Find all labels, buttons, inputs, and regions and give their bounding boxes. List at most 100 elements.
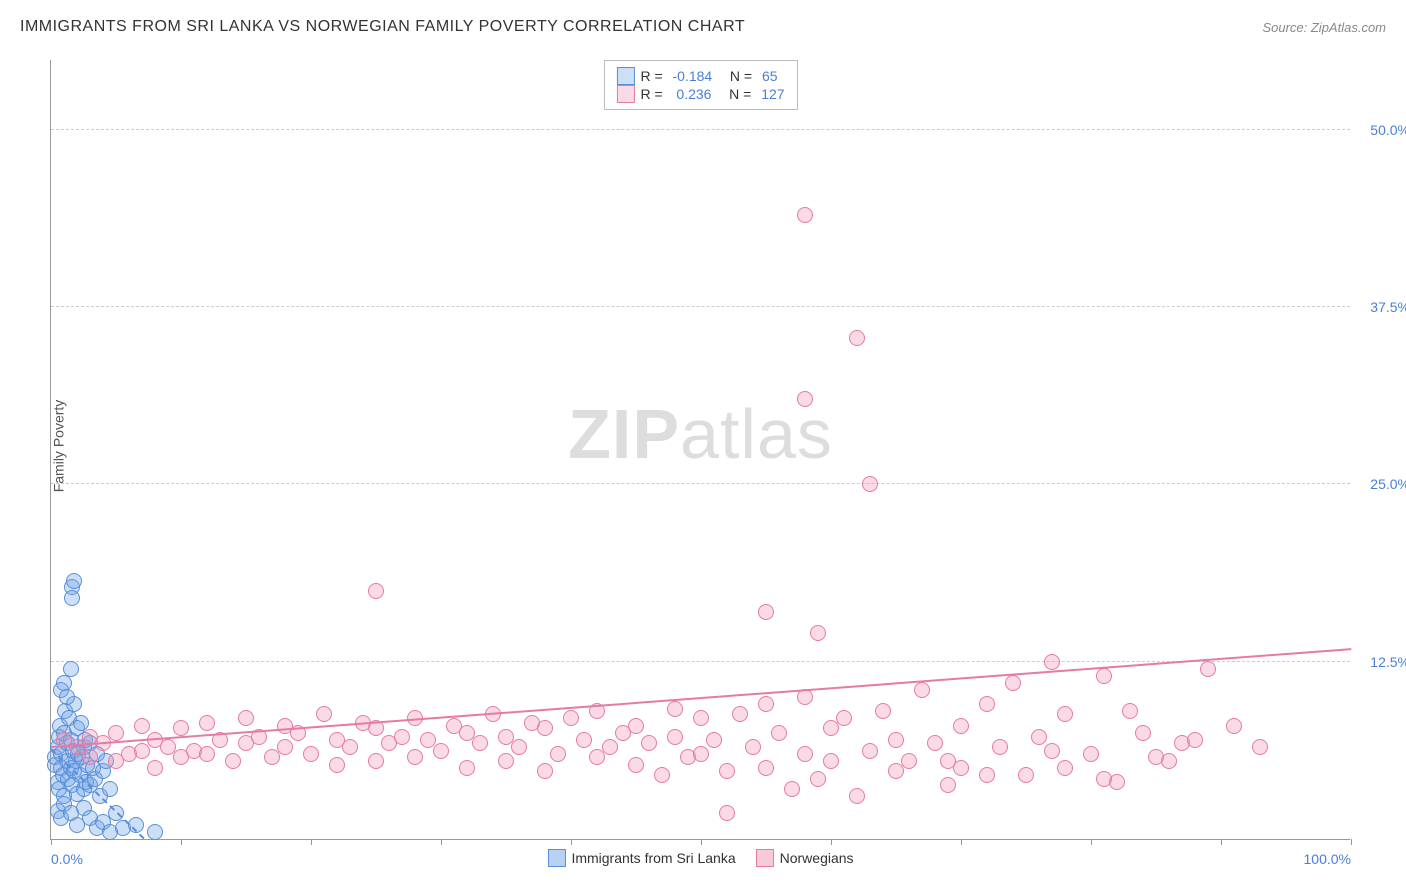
watermark: ZIPatlas <box>568 394 833 474</box>
x-tick <box>311 839 312 845</box>
x-tick <box>1221 839 1222 845</box>
x-tick <box>571 839 572 845</box>
data-point-norwegians <box>147 760 163 776</box>
gridline <box>51 661 1350 662</box>
data-point-norwegians <box>1096 771 1112 787</box>
x-tick-label: 100.0% <box>1304 851 1351 867</box>
data-point-norwegians <box>797 746 813 762</box>
data-point-norwegians <box>394 729 410 745</box>
data-point-norwegians <box>667 729 683 745</box>
data-point-norwegians <box>108 725 124 741</box>
data-point-norwegians <box>888 732 904 748</box>
data-point-norwegians <box>797 391 813 407</box>
data-point-norwegians <box>823 753 839 769</box>
data-point-norwegians <box>810 625 826 641</box>
data-point-norwegians <box>940 777 956 793</box>
data-point-norwegians <box>602 739 618 755</box>
gridline <box>51 129 1350 130</box>
data-point-norwegians <box>953 718 969 734</box>
data-point-norwegians <box>628 718 644 734</box>
data-point-norwegians <box>1018 767 1034 783</box>
legend-item-sri-lanka: Immigrants from Sri Lanka <box>547 849 735 867</box>
data-point-sri_lanka <box>63 661 79 677</box>
data-point-norwegians <box>82 749 98 765</box>
data-point-norwegians <box>537 720 553 736</box>
data-point-norwegians <box>459 760 475 776</box>
data-point-norwegians <box>1148 749 1164 765</box>
data-point-norwegians <box>914 682 930 698</box>
data-point-norwegians <box>1135 725 1151 741</box>
x-tick <box>51 839 52 845</box>
data-point-sri_lanka <box>66 573 82 589</box>
data-point-norwegians <box>797 207 813 223</box>
data-point-norwegians <box>1226 718 1242 734</box>
y-tick-label: 37.5% <box>1355 299 1406 315</box>
legend-row-norwegians: R = 0.236 N = 127 <box>616 85 784 103</box>
swatch-norwegians <box>616 85 634 103</box>
data-point-norwegians <box>719 805 735 821</box>
data-point-norwegians <box>368 583 384 599</box>
swatch-sri-lanka-icon <box>547 849 565 867</box>
data-point-norwegians <box>134 743 150 759</box>
trend-line-norwegians <box>51 648 1351 748</box>
data-point-norwegians <box>654 767 670 783</box>
data-point-norwegians <box>927 735 943 751</box>
data-point-norwegians <box>1122 703 1138 719</box>
data-point-norwegians <box>862 476 878 492</box>
data-point-norwegians <box>1031 729 1047 745</box>
data-point-norwegians <box>758 604 774 620</box>
data-point-norwegians <box>810 771 826 787</box>
data-point-norwegians <box>134 718 150 734</box>
swatch-sri-lanka <box>616 67 634 85</box>
data-point-norwegians <box>498 753 514 769</box>
data-point-sri_lanka <box>102 781 118 797</box>
title-bar: IMMIGRANTS FROM SRI LANKA VS NORWEGIAN F… <box>20 18 1386 36</box>
data-point-norwegians <box>303 746 319 762</box>
data-point-norwegians <box>576 732 592 748</box>
data-point-norwegians <box>537 763 553 779</box>
data-point-norwegians <box>979 696 995 712</box>
swatch-norwegians-icon <box>756 849 774 867</box>
chart-container: IMMIGRANTS FROM SRI LANKA VS NORWEGIAN F… <box>0 0 1406 892</box>
data-point-norwegians <box>901 753 917 769</box>
legend-row-sri-lanka: R = -0.184 N = 65 <box>616 67 784 85</box>
gridline <box>51 483 1350 484</box>
data-point-norwegians <box>472 735 488 751</box>
data-point-norwegians <box>628 757 644 773</box>
data-point-norwegians <box>1252 739 1268 755</box>
data-point-norwegians <box>225 753 241 769</box>
data-point-norwegians <box>693 710 709 726</box>
data-point-norwegians <box>329 757 345 773</box>
data-point-norwegians <box>316 706 332 722</box>
data-point-norwegians <box>342 739 358 755</box>
x-tick-label: 0.0% <box>51 851 83 867</box>
data-point-norwegians <box>1187 732 1203 748</box>
y-tick-label: 12.5% <box>1355 654 1406 670</box>
data-point-norwegians <box>511 739 527 755</box>
data-point-norwegians <box>745 739 761 755</box>
chart-title: IMMIGRANTS FROM SRI LANKA VS NORWEGIAN F… <box>20 18 745 36</box>
data-point-norwegians <box>1044 743 1060 759</box>
data-point-norwegians <box>1096 668 1112 684</box>
data-point-norwegians <box>641 735 657 751</box>
data-point-norwegians <box>199 715 215 731</box>
data-point-norwegians <box>875 703 891 719</box>
data-point-norwegians <box>849 788 865 804</box>
data-point-norwegians <box>407 749 423 765</box>
legend-item-norwegians: Norwegians <box>756 849 854 867</box>
data-point-norwegians <box>550 746 566 762</box>
correlation-legend: R = -0.184 N = 65 R = 0.236 N = 127 <box>603 60 797 110</box>
data-point-norwegians <box>1057 760 1073 776</box>
data-point-norwegians <box>979 767 995 783</box>
data-point-norwegians <box>992 739 1008 755</box>
data-point-norwegians <box>758 696 774 712</box>
data-point-sri_lanka <box>64 590 80 606</box>
data-point-norwegians <box>940 753 956 769</box>
data-point-norwegians <box>771 725 787 741</box>
data-point-norwegians <box>199 746 215 762</box>
data-point-norwegians <box>836 710 852 726</box>
data-point-norwegians <box>693 746 709 762</box>
x-tick <box>1091 839 1092 845</box>
source-credit: Source: ZipAtlas.com <box>1262 20 1386 35</box>
plot-area: ZIPatlas R = -0.184 N = 65 R = 0.236 N =… <box>50 60 1350 840</box>
